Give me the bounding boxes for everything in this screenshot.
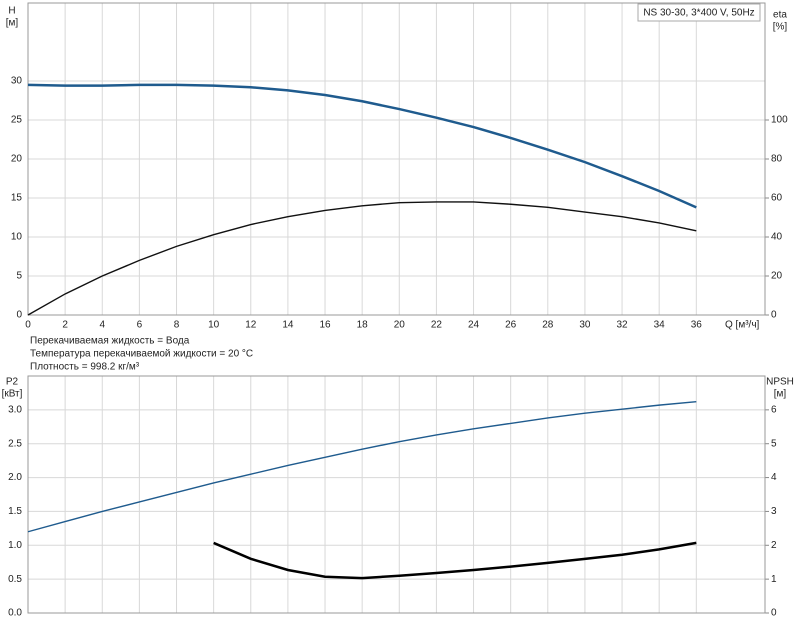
y2-tick-label: 40 <box>771 232 783 243</box>
x-tick-label: 6 <box>137 320 143 331</box>
x-tick-label: 28 <box>542 320 554 331</box>
y2-tick-label: 20 <box>771 271 783 282</box>
y-tick-label: 1.0 <box>8 540 22 551</box>
y2-axis-label: NPSH <box>766 377 794 388</box>
x-tick-label: 10 <box>208 320 220 331</box>
y-axis-label: P2 <box>6 377 19 388</box>
annotation: Температура перекачиваемой жидкости = 20… <box>30 349 253 360</box>
y-axis-label: H <box>8 6 15 17</box>
y2-tick-label: 0 <box>771 608 777 619</box>
x-tick-label: 14 <box>282 320 294 331</box>
x-tick-label: 30 <box>579 320 591 331</box>
y-tick-label: 2.0 <box>8 472 22 483</box>
y-tick-label: 20 <box>11 154 23 165</box>
y2-tick-label: 6 <box>771 404 777 415</box>
x-tick-label: 2 <box>62 320 68 331</box>
y2-tick-label: 80 <box>771 154 783 165</box>
y-tick-label: 1.5 <box>8 506 22 517</box>
y-tick-label: 15 <box>11 193 23 204</box>
y-tick-label: 0.0 <box>8 608 22 619</box>
y2-tick-label: 0 <box>771 310 777 321</box>
x-tick-label: 22 <box>431 320 443 331</box>
x-tick-label: 0 <box>25 320 31 331</box>
x-tick-label: 18 <box>357 320 369 331</box>
x-tick-label: 4 <box>99 320 105 331</box>
y2-tick-label: 4 <box>771 472 777 483</box>
y2-tick-label: 100 <box>771 115 788 126</box>
x-tick-label: 12 <box>245 320 257 331</box>
y-tick-label: 5 <box>16 271 22 282</box>
y-axis-unit: [кВт] <box>2 389 23 400</box>
annotation: Перекачиваемая жидкость = Вода <box>30 336 190 347</box>
series-line <box>27 401 697 533</box>
title-box <box>637 3 761 22</box>
y-tick-label: 10 <box>11 232 23 243</box>
chart-title: NS 30-30, 3*400 V, 50Hz <box>643 8 754 19</box>
y-tick-label: 0 <box>16 310 22 321</box>
plot-frame <box>27 375 766 614</box>
x-tick-label: 8 <box>174 320 180 331</box>
y-tick-label: 3.0 <box>8 404 22 415</box>
y-tick-label: 0.5 <box>8 574 22 585</box>
y2-axis-unit: [м] <box>774 389 787 400</box>
y2-axis-label: eta <box>773 10 787 21</box>
y2-tick-label: 5 <box>771 438 777 449</box>
y-tick-label: 2.5 <box>8 438 22 449</box>
annotation: Плотность = 998.2 кг/м³ <box>30 362 140 373</box>
x-tick-label: 26 <box>505 320 517 331</box>
y2-tick-label: 3 <box>771 506 777 517</box>
x-tick-label: 36 <box>691 320 703 331</box>
x-tick-label: 24 <box>468 320 480 331</box>
x-tick-label: 16 <box>319 320 331 331</box>
y2-tick-label: 1 <box>771 574 777 585</box>
x-tick-label: 20 <box>394 320 406 331</box>
x-axis-label: Q [м³/ч] <box>725 320 760 331</box>
x-tick-label: 32 <box>616 320 628 331</box>
y2-tick-label: 2 <box>771 540 777 551</box>
y-axis-unit: [м] <box>6 18 19 29</box>
y2-tick-label: 60 <box>771 193 783 204</box>
series-line <box>27 201 697 316</box>
y-tick-label: 30 <box>11 76 23 87</box>
y-tick-label: 25 <box>11 115 23 126</box>
plot-frame <box>27 2 766 316</box>
series-line <box>213 541 697 580</box>
x-tick-label: 34 <box>654 320 666 331</box>
series-line <box>27 83 697 209</box>
y2-axis-unit: [%] <box>773 22 788 33</box>
